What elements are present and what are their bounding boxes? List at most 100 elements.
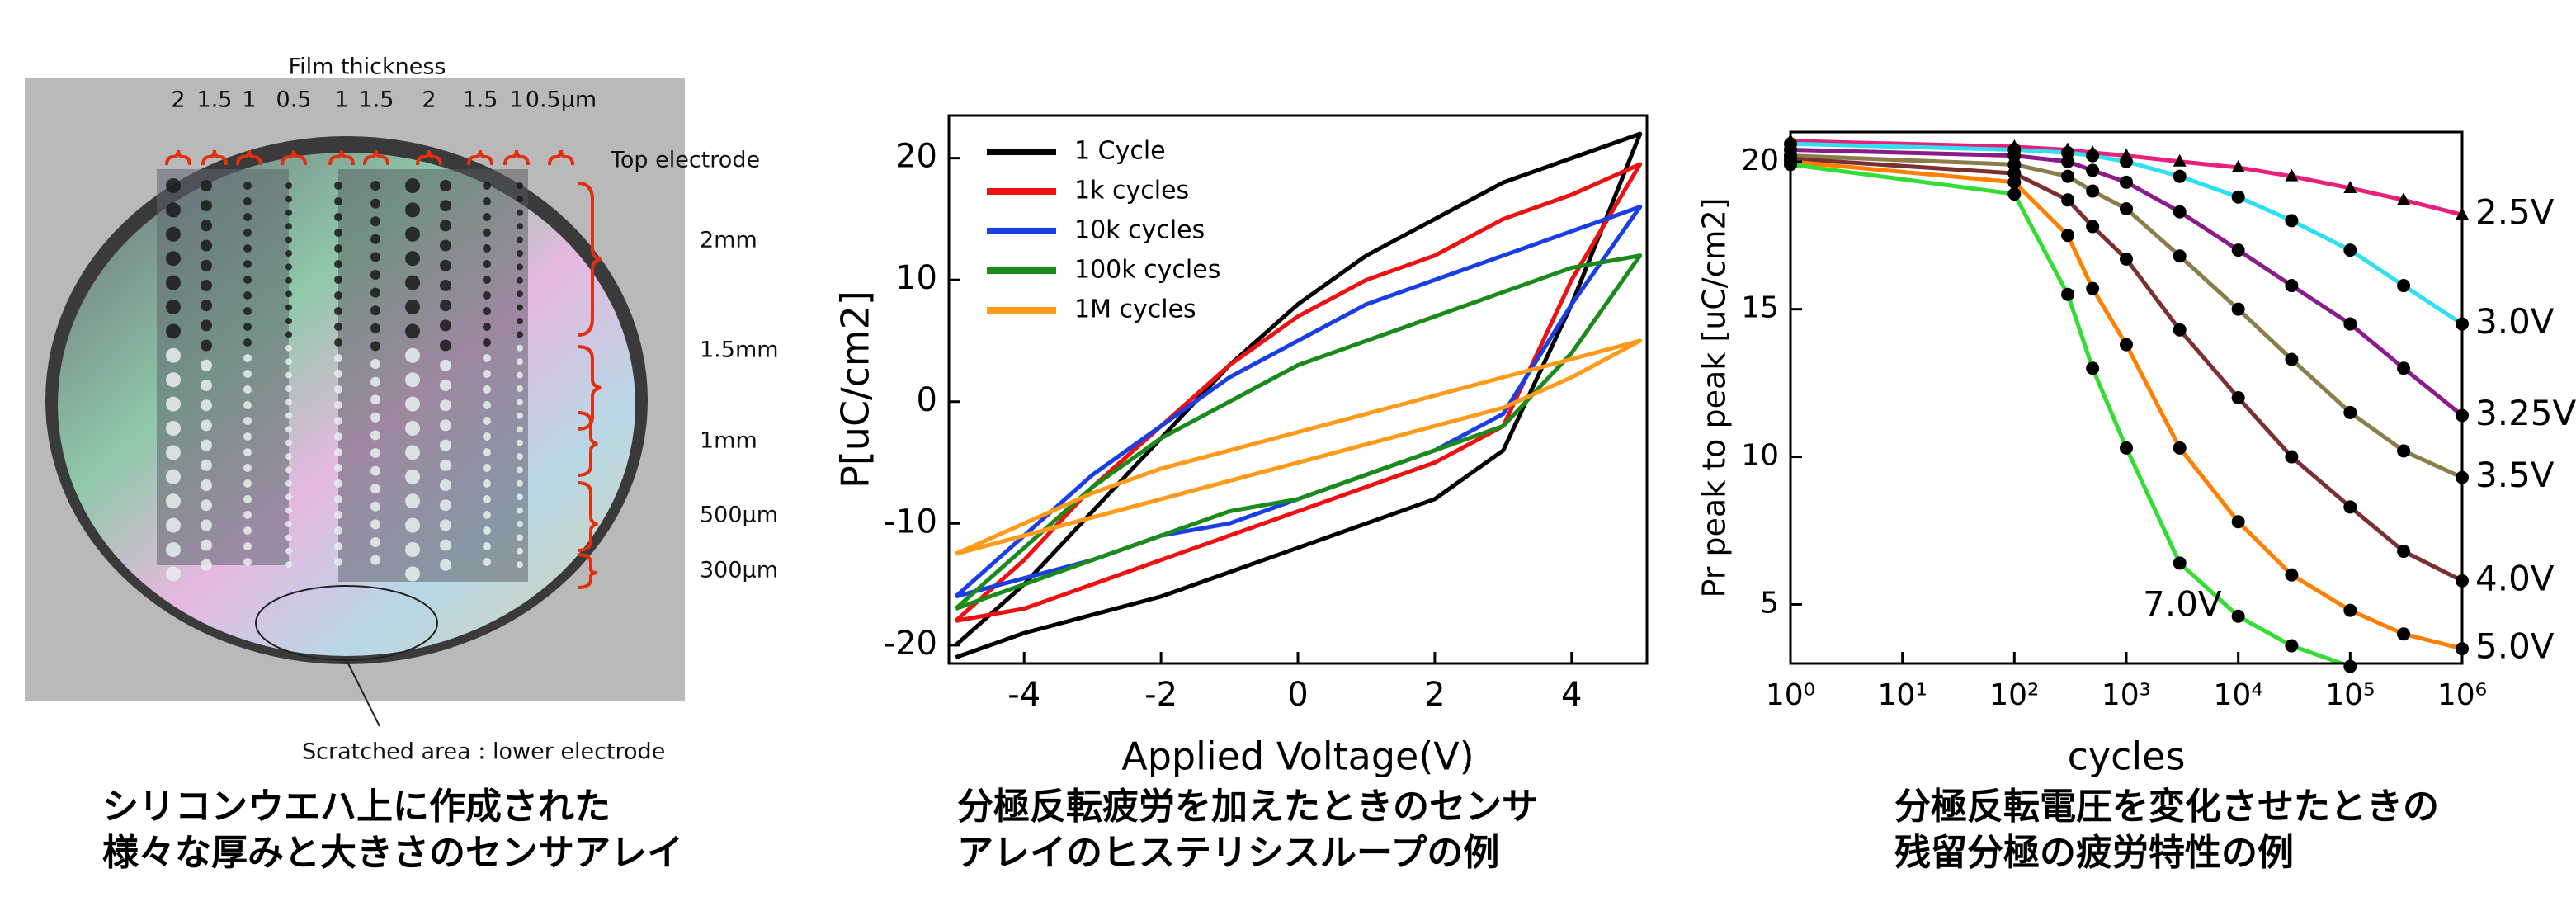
electrode-dot <box>370 448 380 458</box>
electrode-dot <box>201 440 212 451</box>
thickness-label: 1 <box>509 87 523 113</box>
electrode-dot <box>440 399 451 411</box>
caption: 様々な厚みと大きさのセンサアレイ <box>102 832 683 874</box>
legend-label: 10k cycles <box>1074 216 1205 245</box>
electrode-dot <box>243 338 252 347</box>
electrode-dot <box>440 540 451 551</box>
electrode-dot <box>285 331 292 338</box>
electrode-dot <box>243 526 252 535</box>
marker <box>2120 176 2133 189</box>
electrode-dot <box>405 397 420 412</box>
electrode-dot <box>243 197 252 205</box>
electrode-dot <box>201 319 212 331</box>
electrode-dot <box>243 558 252 566</box>
x-tick-label: 10⁴ <box>2214 678 2263 712</box>
y-tick-label: -10 <box>884 503 937 541</box>
electrode-dot <box>201 380 212 391</box>
electrode-dot <box>334 542 342 550</box>
electrode-dot <box>201 300 212 311</box>
electrode-dot <box>334 401 342 409</box>
marker <box>2086 220 2099 233</box>
electrode-dot <box>370 305 380 315</box>
marker <box>2061 193 2074 206</box>
series-line <box>955 134 1639 657</box>
electrode-dot <box>517 453 523 460</box>
electrode-dot <box>201 399 212 411</box>
electrode-dot <box>405 470 420 484</box>
electrode-dot <box>440 220 451 231</box>
electrode-dot <box>517 290 523 297</box>
electrode-dot <box>166 276 181 290</box>
electrode-dot <box>201 540 212 551</box>
thickness-label: 1.5 <box>359 87 394 113</box>
x-tick-label: 4 <box>1561 676 1582 714</box>
electrode-dot <box>285 196 292 202</box>
legend-label: 1k cycles <box>1074 177 1189 205</box>
electrode-dot <box>285 548 292 555</box>
electrode-dot <box>370 466 380 476</box>
electrode-dot <box>201 200 212 211</box>
electrode-dot <box>370 323 380 333</box>
electrode-dot <box>285 223 292 229</box>
electrode-dot <box>334 260 342 268</box>
electrode-dot <box>334 526 342 535</box>
electrode-dot <box>370 199 380 209</box>
electrode-dot <box>243 542 252 550</box>
electrode-dot <box>243 370 252 378</box>
electrode-dot <box>334 511 342 519</box>
marker <box>2120 253 2133 266</box>
electrode-dot <box>166 348 181 363</box>
electrode-dot <box>405 202 420 217</box>
electrode-dot <box>370 519 380 529</box>
electrode-dot <box>243 244 252 253</box>
electrode-dot <box>201 419 212 431</box>
electrode-dot <box>243 307 252 315</box>
caption: 分極反転疲労を加えたときのセンサ <box>957 786 1538 828</box>
electrode-dot <box>370 394 380 404</box>
electrode-dot <box>243 182 252 190</box>
marker <box>2120 155 2133 168</box>
series-label: 3.0V <box>2475 301 2555 342</box>
electrode-dot <box>243 464 252 472</box>
marker <box>2232 391 2245 404</box>
size-label: 1mm <box>700 428 757 454</box>
electrode-dot <box>483 213 491 221</box>
electrode-dot <box>517 508 523 514</box>
electrode-dot <box>243 354 252 362</box>
electrode-dot <box>370 413 380 423</box>
series-label: 2.5V <box>2475 192 2555 233</box>
y-axis-label: Pr peak to peak [uC/cm2] <box>1696 197 1733 597</box>
electrode-dot <box>517 345 523 352</box>
marker <box>2086 164 2099 177</box>
electrode-dot <box>517 250 523 257</box>
electrode-dot <box>440 360 451 371</box>
electrode-dot <box>370 216 380 226</box>
marker <box>2061 170 2074 183</box>
y-tick-label: 20 <box>895 138 937 176</box>
thickness-label: 1.5 <box>197 87 233 113</box>
electrode-dot <box>517 210 523 216</box>
electrode-dot <box>517 331 523 338</box>
marker <box>2285 640 2298 653</box>
electrode-dot <box>483 542 491 550</box>
electrode-dot <box>243 479 252 488</box>
marker <box>2120 338 2133 352</box>
y-tick-label: 15 <box>1741 291 1779 325</box>
electrode-dot <box>334 495 342 503</box>
electrode-dot <box>517 466 523 473</box>
electrode-dot <box>166 445 181 460</box>
electrode-dot <box>483 417 491 425</box>
marker <box>2397 545 2410 558</box>
electrode-dot <box>166 518 181 533</box>
captions: シリコンウエハ上に作成された様々な厚みと大きさのセンサアレイ分極反転疲労を加えた… <box>102 786 2439 874</box>
electrode-dot <box>483 291 491 300</box>
electrode-dot <box>517 413 523 419</box>
marker <box>2007 176 2021 189</box>
marker <box>2173 323 2187 337</box>
electrode-dot <box>440 380 451 391</box>
electrode-dot <box>405 276 420 290</box>
x-tick-label: 10³ <box>2102 678 2151 712</box>
electrode-dot <box>243 495 252 503</box>
electrode-dot <box>201 479 212 491</box>
